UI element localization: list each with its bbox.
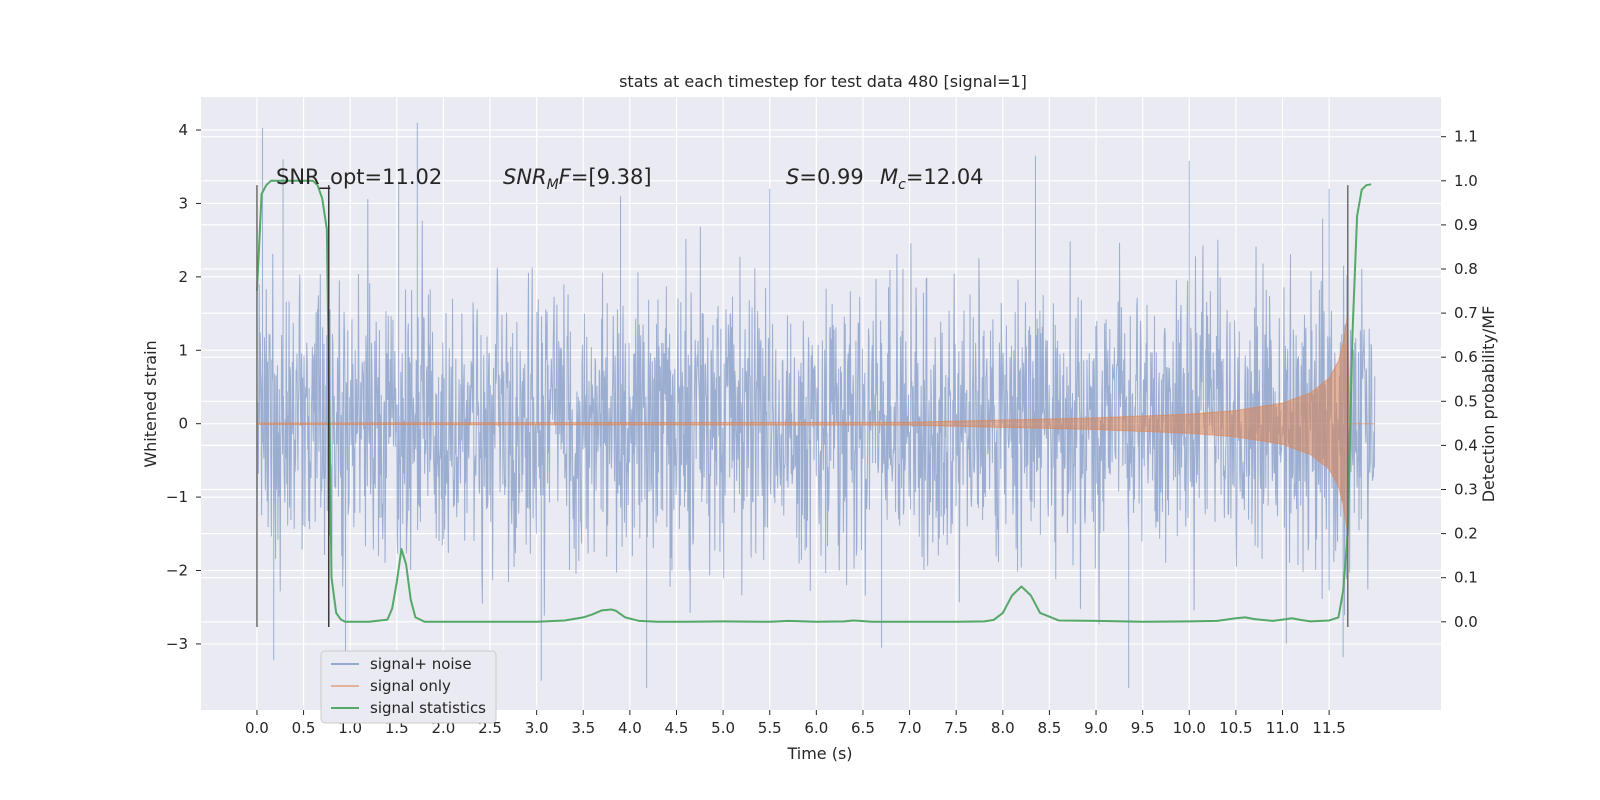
x-tick-label-12: 6.0 [804,719,828,737]
y2-tick-label-4: 0.4 [1454,436,1478,454]
series-signal-only [256,313,1375,534]
noise-trace [256,122,1376,688]
y2-tick-label-3: 0.3 [1454,480,1478,498]
x-tick-label-14: 7.0 [898,719,922,737]
statistics-line [255,179,1372,623]
y2-tick-label-11: 1.1 [1454,128,1478,146]
legend-label-signal-noise: signal+ noise [370,655,472,673]
y-tick-label-0: −3 [166,635,188,653]
y-tick-label-2: −1 [166,488,188,506]
y2-tick-label-6: 0.6 [1454,348,1478,366]
y-tick-label-3: 0 [178,415,188,433]
x-tick-label-21: 10.5 [1219,719,1252,737]
x-tick-label-7: 3.5 [571,719,595,737]
annotation-stat-s-value: =0.99 [799,165,863,189]
x-tick-label-10: 5.0 [711,719,735,737]
y-axis-label: Whitened strain [141,340,160,467]
x-tick-label-8: 4.0 [618,719,642,737]
y2-tick-label-7: 0.7 [1454,304,1478,322]
annotation-stat-s: S=0.99 [786,165,864,189]
signal-envelope [256,313,1375,534]
vertical-markers [256,185,1349,628]
y2-tick-label-5: 0.5 [1454,392,1478,410]
annotation-snr-opt: SNR_opt=11.02 [276,165,442,190]
y2-tick-label-0: 0.0 [1454,613,1478,631]
y-axis-ticks: −3 −2 −1 0 1 2 3 4 [166,121,201,653]
y2-axis-label: Detection probability/MF [1479,306,1498,503]
grid-lines [201,97,1441,710]
x-tick-label-1: 0.5 [292,719,316,737]
y-tick-label-7: 4 [178,121,188,139]
x-tick-label-19: 9.5 [1131,719,1155,737]
y-tick-label-1: −2 [166,562,188,580]
y2-tick-label-9: 0.9 [1454,216,1478,234]
x-tick-label-9: 4.5 [665,719,689,737]
x-axis-label: Time (s) [786,744,852,763]
y2-tick-label-2: 0.2 [1454,525,1478,543]
annotation-snr-mf-value: =[9.38] [571,165,652,189]
series-signal-noise [256,122,1376,688]
annotation-snr-mf: SNRMF=[9.38] [503,165,652,193]
y2-tick-label-10: 1.0 [1454,172,1478,190]
chart-title: stats at each timestep for test data 480… [619,72,1027,91]
y-tick-label-5: 2 [178,268,188,286]
x-tick-label-13: 6.5 [851,719,875,737]
y2-tick-label-1: 0.1 [1454,569,1478,587]
x-tick-label-20: 10.0 [1173,719,1206,737]
y-tick-label-6: 3 [178,194,188,212]
x-tick-label-15: 7.5 [944,719,968,737]
y2-tick-label-8: 0.8 [1454,260,1478,278]
x-tick-label-18: 9.0 [1084,719,1108,737]
legend-label-signal-only: signal only [370,677,451,695]
y2-axis-ticks: 0.0 0.1 0.2 0.3 0.4 0.5 0.6 0.7 0.8 0.9 1.0 1.1 [1441,128,1478,631]
legend-label-signal-statistics: signal statistics [370,699,486,717]
legend-box [320,650,497,724]
x-tick-label-17: 8.5 [1037,719,1061,737]
y-tick-label-4: 1 [178,341,188,359]
x-tick-label-23: 11.5 [1312,719,1345,737]
legend: signal+ noise signal only signal statist… [320,650,497,724]
series-signal-statistics [255,179,1372,623]
x-tick-label-11: 5.5 [758,719,782,737]
annotation-mc: Mc=12.04 [880,165,984,193]
x-tick-label-6: 3.0 [525,719,549,737]
annotation-mc-value: =12.04 [906,165,984,189]
x-tick-label-16: 8.0 [991,719,1015,737]
x-tick-label-0: 0.0 [245,719,269,737]
x-tick-label-22: 11.0 [1266,719,1299,737]
